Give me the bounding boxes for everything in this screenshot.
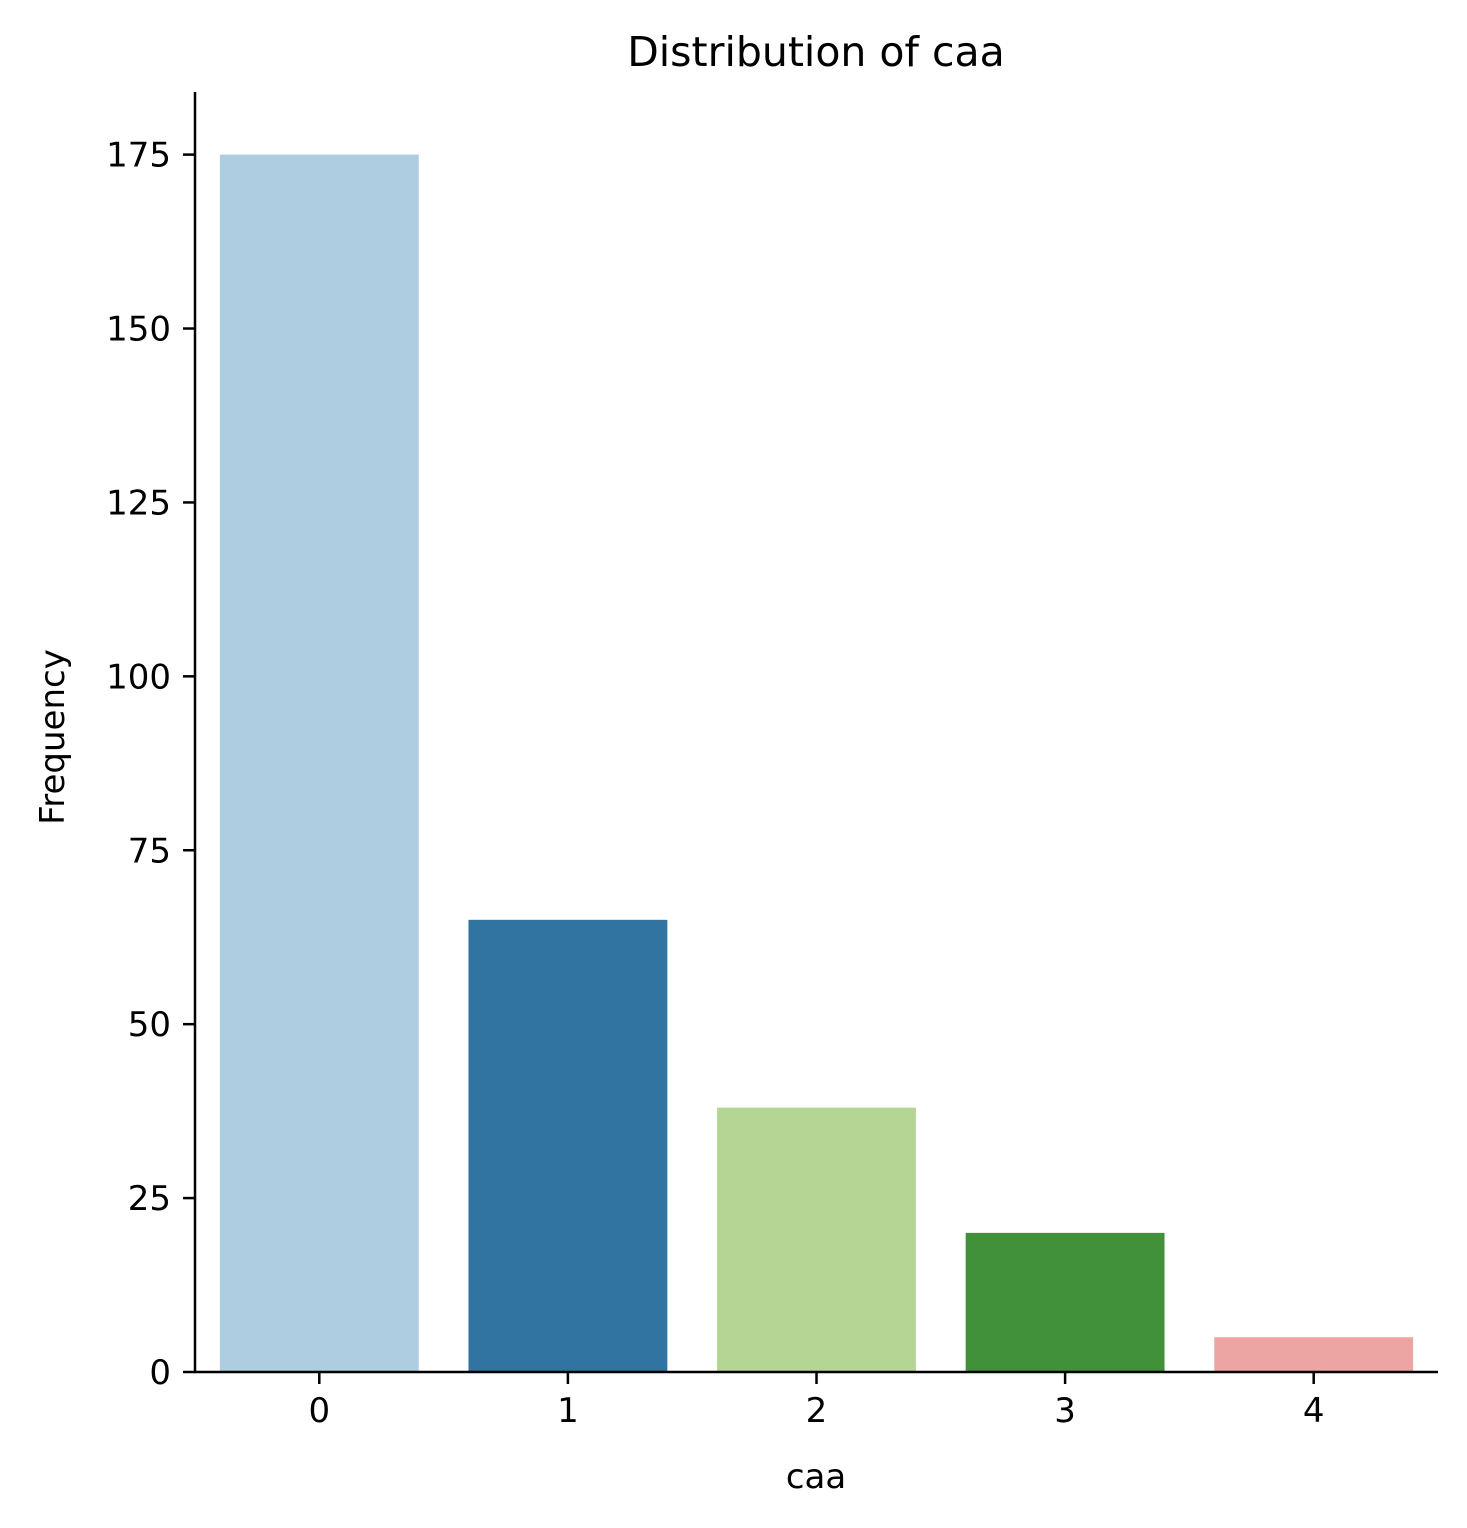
y-tick-label: 0: [149, 1353, 171, 1393]
x-tick-label: 2: [806, 1391, 828, 1431]
x-tick-label: 1: [557, 1391, 579, 1431]
bar-1: [468, 919, 668, 1372]
y-tick-label: 25: [128, 1179, 171, 1219]
y-tick-label: 50: [128, 1005, 171, 1045]
bar-0: [219, 154, 419, 1373]
y-axis-label: Frequency: [33, 649, 73, 825]
x-tick-label: 0: [308, 1391, 330, 1431]
y-axis: 0 25 50 75 100 125 150 175: [106, 92, 197, 1393]
bars-group: [219, 154, 1414, 1373]
chart-title: Distribution of caa: [627, 28, 1005, 76]
y-tick-label: 75: [128, 831, 171, 871]
x-tick-label: 4: [1303, 1391, 1325, 1431]
y-tick-label: 125: [106, 483, 171, 523]
y-tick-label: 175: [106, 136, 171, 176]
y-tick-label: 150: [106, 310, 171, 350]
bar-3: [965, 1232, 1165, 1372]
bar-2: [717, 1107, 916, 1372]
bar-4: [1214, 1337, 1414, 1372]
y-tick-label: 100: [106, 657, 171, 697]
x-tick-label: 3: [1054, 1391, 1076, 1431]
x-axis: 0 1 2 3 4: [194, 1370, 1438, 1431]
x-axis-label: caa: [786, 1457, 846, 1497]
